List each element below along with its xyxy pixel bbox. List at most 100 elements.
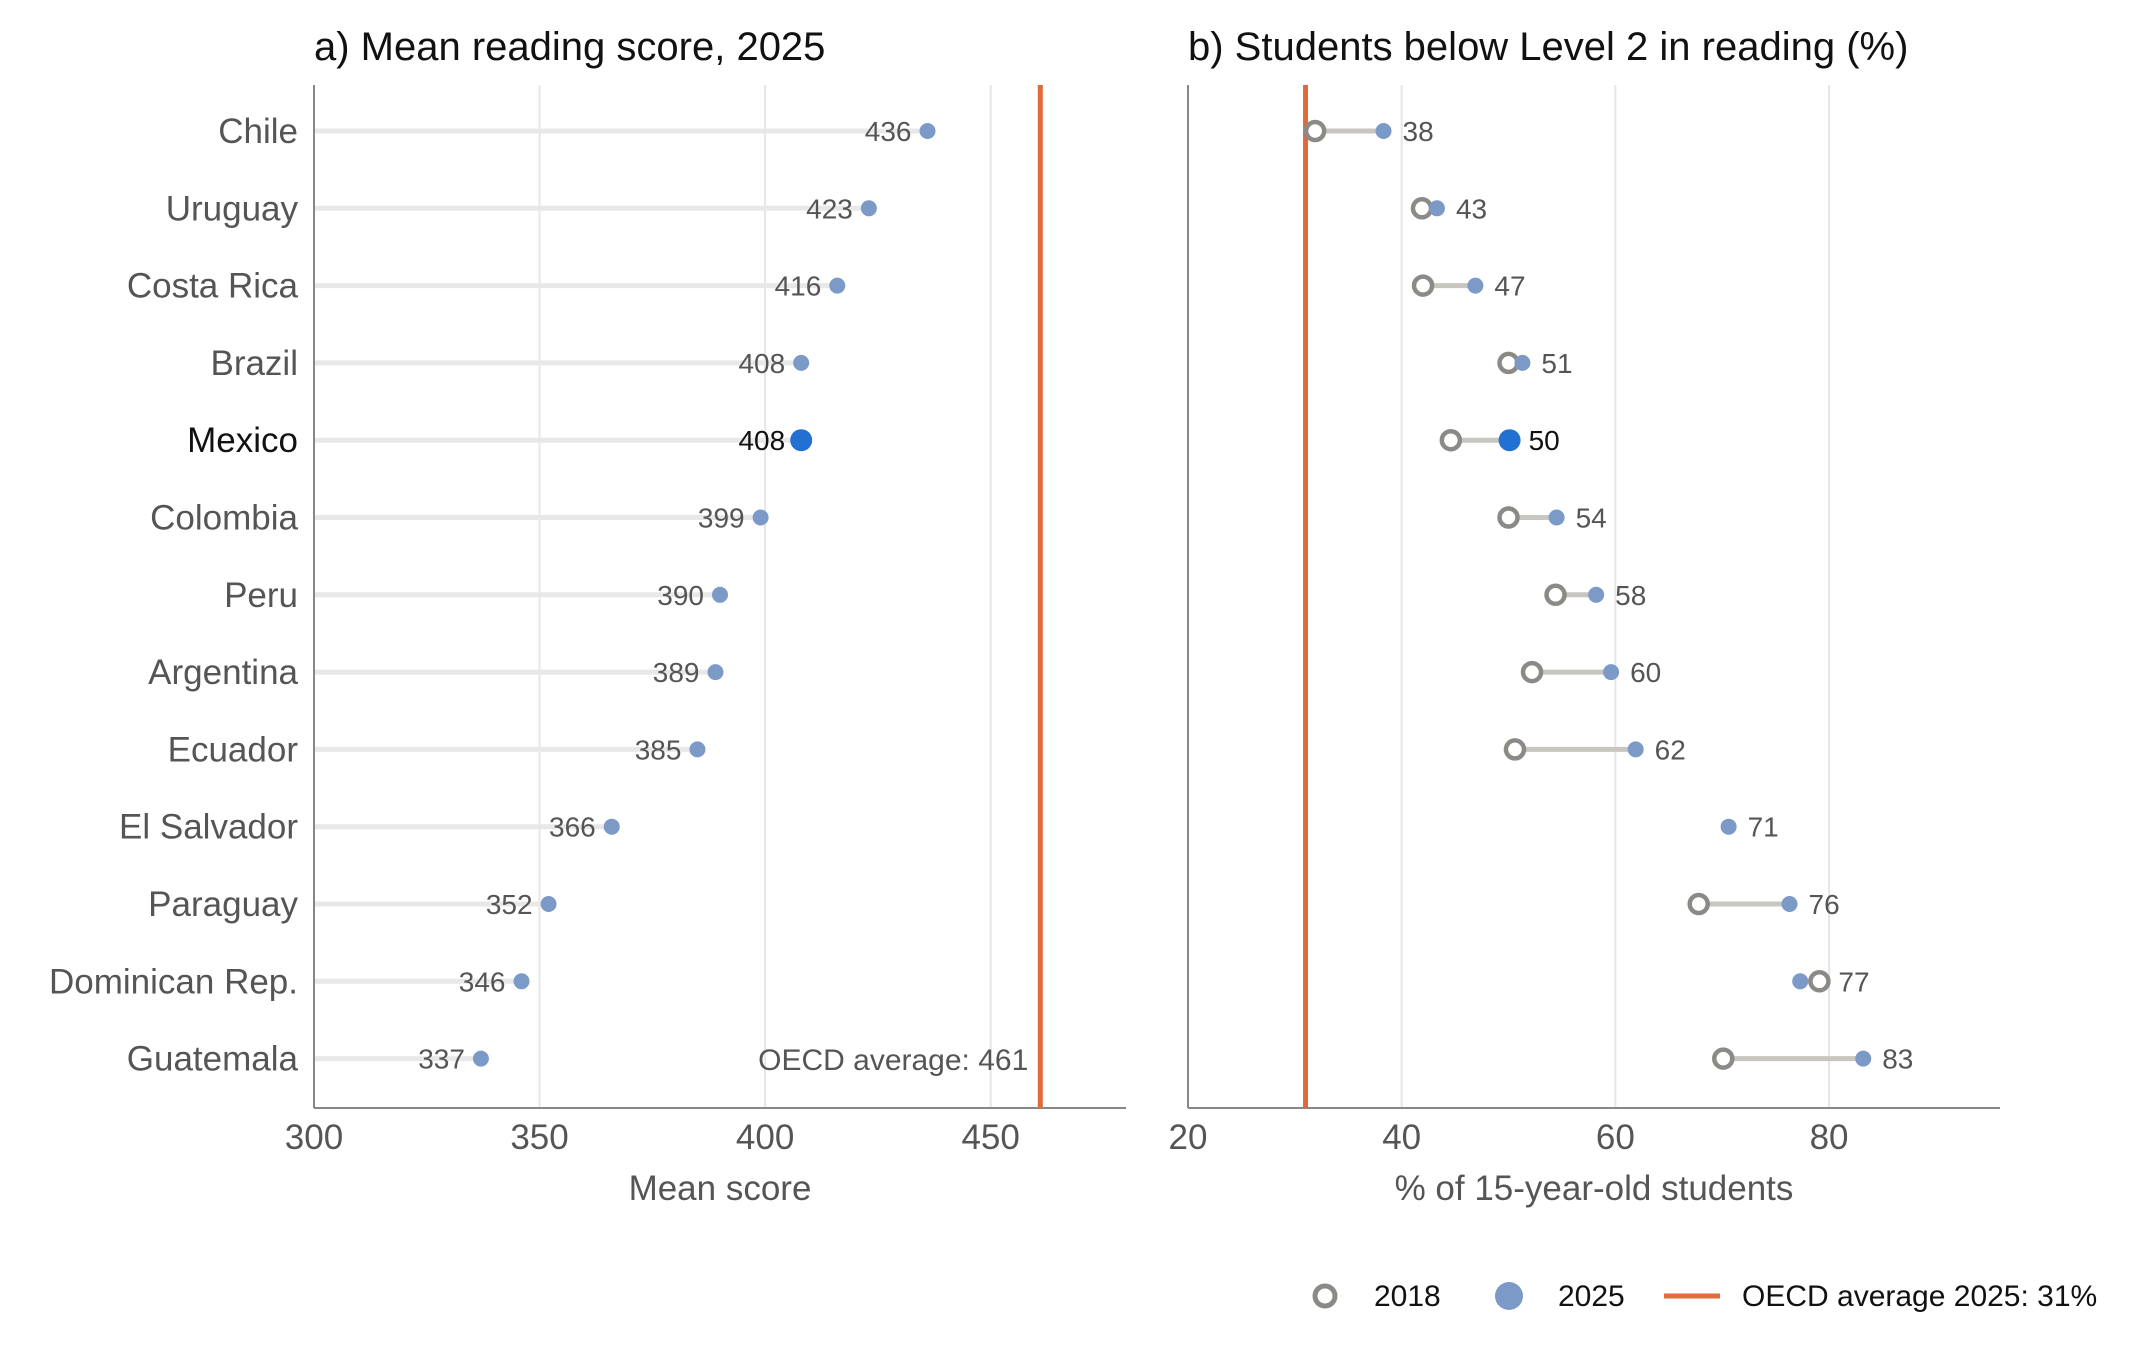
value-label-paraguay: 76 [1809, 889, 1840, 920]
point-peru [712, 586, 728, 603]
point-uruguay [860, 200, 877, 217]
value-label-chile: 38 [1403, 116, 1434, 147]
value-label-el-salvador: 71 [1748, 812, 1779, 843]
value-label-peru: 390 [657, 580, 704, 611]
x-tick-label-350: 350 [510, 1118, 568, 1157]
point-ecuador [689, 741, 706, 758]
point-2025-costa-rica [1467, 277, 1484, 294]
value-label-guatemala: 337 [418, 1044, 465, 1075]
value-label-mexico: 50 [1529, 425, 1560, 456]
value-label-paraguay: 352 [486, 889, 533, 920]
value-label-brazil: 51 [1541, 348, 1572, 379]
point-2018-mexico [1439, 428, 1463, 452]
x-tick-label-300: 300 [285, 1118, 343, 1157]
x-tick-label-80: 80 [1810, 1118, 1849, 1157]
category-label-costa-rica: Costa Rica [127, 267, 299, 306]
x-tick-label-400: 400 [736, 1118, 794, 1157]
point-chile [919, 123, 936, 139]
panel-b-x-axis-label: % of 15-year-old students [1395, 1169, 1794, 1208]
point-paraguay [540, 896, 557, 912]
panel-students-below-level-2: b) Students below Level 2 in reading (%)… [1169, 25, 2000, 1208]
value-label-mexico: 408 [738, 425, 785, 456]
x-tick-label-40: 40 [1382, 1118, 1421, 1157]
point-2018-costa-rica [1411, 274, 1435, 297]
point-costa-rica [829, 277, 846, 294]
point-guatemala [472, 1050, 489, 1067]
point-mexico [790, 429, 813, 452]
point-2018-dominican-rep [1808, 970, 1831, 993]
point-2025-dominican-rep [1792, 973, 1809, 990]
category-label-argentina: Argentina [148, 653, 298, 692]
value-label-colombia: 399 [698, 503, 745, 534]
panel-b-gridlines [1400, 85, 1831, 1108]
legend-label-oecd-average: OECD average 2025: 31% [1742, 1280, 2097, 1313]
point-2018-chile [1303, 119, 1327, 143]
point-2025-colombia [1548, 509, 1565, 526]
value-label-ecuador: 62 [1655, 734, 1686, 765]
value-label-uruguay: 43 [1456, 193, 1487, 224]
point-2018-paraguay [1687, 892, 1710, 916]
point-brazil [793, 354, 810, 371]
panel-a-x-axis-label: Mean score [629, 1169, 812, 1208]
point-2018-colombia [1497, 506, 1520, 529]
panel-a-stems [314, 128, 928, 1062]
value-label-argentina: 389 [653, 657, 700, 688]
value-label-peru: 58 [1615, 580, 1646, 611]
point-2025-mexico [1498, 429, 1521, 452]
category-label-mexico: Mexico [187, 421, 298, 460]
panel-b-title: b) Students below Level 2 in reading (%) [1188, 25, 1908, 69]
point-2018-peru [1544, 583, 1567, 607]
value-label-costa-rica: 47 [1494, 271, 1525, 302]
panel-a-points [472, 123, 936, 1067]
value-label-dominican-rep: 77 [1838, 966, 1869, 997]
point-2025-chile [1375, 123, 1392, 139]
category-label-ecuador: Ecuador [168, 730, 299, 769]
category-label-chile: Chile [218, 112, 298, 151]
point-2025-peru [1588, 586, 1605, 603]
point-dominican-rep [513, 973, 530, 990]
category-label-uruguay: Uruguay [166, 189, 299, 228]
point-2025-guatemala [1855, 1050, 1872, 1067]
point-argentina [707, 664, 724, 681]
value-label-colombia: 54 [1576, 503, 1607, 534]
x-tick-label-450: 450 [961, 1118, 1019, 1157]
point-2018-uruguay [1410, 197, 1434, 220]
point-el-salvador [603, 818, 620, 835]
point-2018-ecuador [1503, 738, 1527, 761]
category-label-guatemala: Guatemala [127, 1040, 299, 1079]
legend-label-2025: 2025 [1558, 1280, 1625, 1313]
point-2018-argentina [1520, 660, 1544, 684]
panel-a-value-labels: 436 423 416 408 408 399 390 389 385 366 352 346 337 [418, 116, 911, 1075]
value-label-argentina: 60 [1630, 657, 1661, 688]
panel-a-tick-labels: 300 350 400 450 [285, 1118, 1020, 1157]
category-label-dominican-rep: Dominican Rep. [49, 962, 298, 1001]
panel-b-points-2025 [1375, 123, 1872, 1067]
category-label-paraguay: Paraguay [148, 885, 298, 924]
value-label-ecuador: 385 [635, 734, 682, 765]
x-tick-label-60: 60 [1596, 1118, 1635, 1157]
point-2018-guatemala [1712, 1047, 1735, 1070]
panel-a-title: a) Mean reading score, 2025 [314, 25, 825, 69]
category-label-peru: Peru [224, 576, 298, 615]
category-label-colombia: Colombia [150, 499, 298, 538]
category-label-el-salvador: El Salvador [119, 808, 298, 847]
panel-a-oecd-average-label: OECD average: 461 [758, 1044, 1028, 1077]
point-colombia [752, 509, 769, 526]
category-label-brazil: Brazil [210, 344, 298, 383]
value-label-uruguay: 423 [806, 193, 853, 224]
panel-b-tick-labels: 20 40 60 80 [1169, 1118, 1849, 1157]
x-tick-label-20: 20 [1169, 1118, 1208, 1157]
legend: 2018 2025 OECD average 2025: 31% [1312, 1280, 2097, 1313]
value-label-dominican-rep: 346 [459, 966, 506, 997]
panel-b-value-labels: 38 43 47 51 50 54 58 60 62 71 76 77 83 [1403, 116, 1914, 1075]
legend-marker-2025 [1495, 1282, 1523, 1310]
panel-a-category-labels: Chile Uruguay Costa Rica Brazil Mexico Colomb… [49, 112, 299, 1079]
value-label-guatemala: 83 [1882, 1044, 1913, 1075]
value-label-costa-rica: 416 [775, 271, 822, 302]
value-label-chile: 436 [865, 116, 912, 147]
point-2025-uruguay [1428, 200, 1445, 217]
panel-b-points-2018 [1303, 119, 1831, 1070]
point-2025-ecuador [1627, 741, 1644, 758]
point-2025-el-salvador [1720, 818, 1737, 835]
